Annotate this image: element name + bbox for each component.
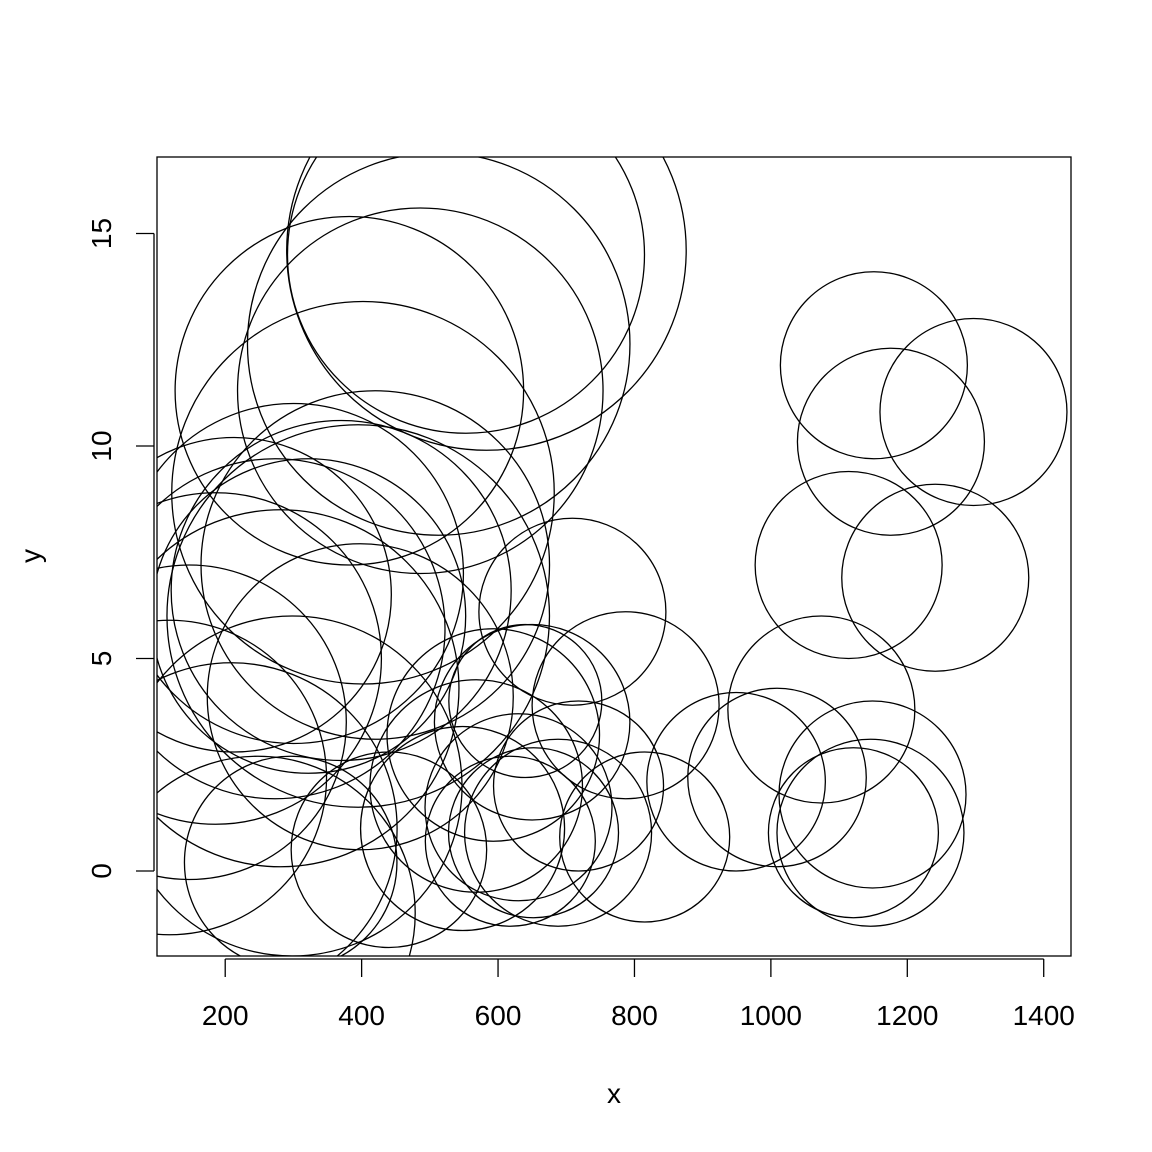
bubble-marker-23: [290, 751, 488, 949]
y-tick-label-10: 10: [86, 430, 117, 461]
bubble-marker-22: [183, 755, 398, 956]
x-axis-ticks: 200 400 600 800 1000 1200 1400: [202, 959, 1075, 1031]
bubble-marker-11: [157, 458, 446, 800]
bubble-marker-8: [166, 424, 551, 808]
bubble-marker-24: [359, 725, 566, 932]
bubble-layer: [157, 157, 1068, 956]
bubble-marker-34: [478, 517, 667, 706]
x-tick-label-200: 200: [202, 1000, 249, 1031]
bubble-marker-31: [447, 747, 620, 919]
bubble-marker-21: [157, 755, 416, 956]
y-tick-label-5: 5: [86, 651, 117, 667]
bubble-marker-18: [157, 564, 347, 881]
bubble-marker-17: [157, 492, 383, 825]
x-tick-label-600: 600: [475, 1000, 522, 1031]
x-tick-label-1200: 1200: [876, 1000, 938, 1031]
x-tick-label-1000: 1000: [740, 1000, 802, 1031]
bubble-marker-15: [157, 458, 467, 774]
bubble-marker-25: [369, 679, 584, 893]
bubble-marker-47: [841, 483, 1030, 672]
bubble-marker-46: [754, 470, 943, 660]
bubble-marker-3: [246, 157, 631, 536]
bubble-marker-33: [492, 700, 665, 872]
x-tick-label-1400: 1400: [1013, 1000, 1075, 1031]
bubble-marker-1: [286, 157, 687, 451]
bubble-marker-36: [559, 751, 731, 923]
bubble-marker-7: [200, 390, 551, 740]
bubble-marker-38: [687, 687, 867, 868]
bubble-marker-20: [157, 662, 398, 956]
bubble-marker-30: [424, 755, 596, 927]
bubble-marker-5: [174, 215, 525, 566]
y-tick-label-0: 0: [86, 863, 117, 879]
bubble-marker-42: [776, 738, 965, 927]
bubble-marker-35: [531, 611, 720, 800]
y-tick-label-15: 15: [86, 218, 117, 249]
bubble-marker-2: [286, 157, 646, 434]
bubble-marker-10: [157, 402, 465, 745]
y-axis-title: y: [15, 549, 46, 563]
bubble-marker-29: [424, 713, 613, 902]
x-tick-label-800: 800: [611, 1000, 658, 1031]
bubble-marker-43: [779, 271, 969, 460]
plot-area-border: [156, 156, 1072, 957]
bubble-marker-45: [879, 317, 1068, 507]
bubble-marker-41: [778, 700, 967, 889]
bubble-marker-26: [386, 628, 601, 842]
bubble-marker-4: [236, 207, 604, 575]
x-tick-label-400: 400: [338, 1000, 385, 1031]
bubble-marker-16: [157, 436, 392, 753]
bubble-marker-40: [767, 747, 940, 919]
bubble-marker-39: [727, 615, 916, 804]
bubble-marker-27: [433, 623, 631, 821]
bubble-marker-44: [796, 347, 986, 536]
bubble-marker-32: [463, 738, 653, 927]
bubble-marker-14: [206, 543, 514, 851]
x-axis-title: x: [607, 1078, 621, 1109]
bubble-marker-19: [157, 619, 328, 936]
bubble-marker-12: [157, 509, 460, 868]
y-axis-ticks: 0 5 10 15: [86, 218, 154, 879]
bubble-marker-37: [646, 691, 826, 872]
